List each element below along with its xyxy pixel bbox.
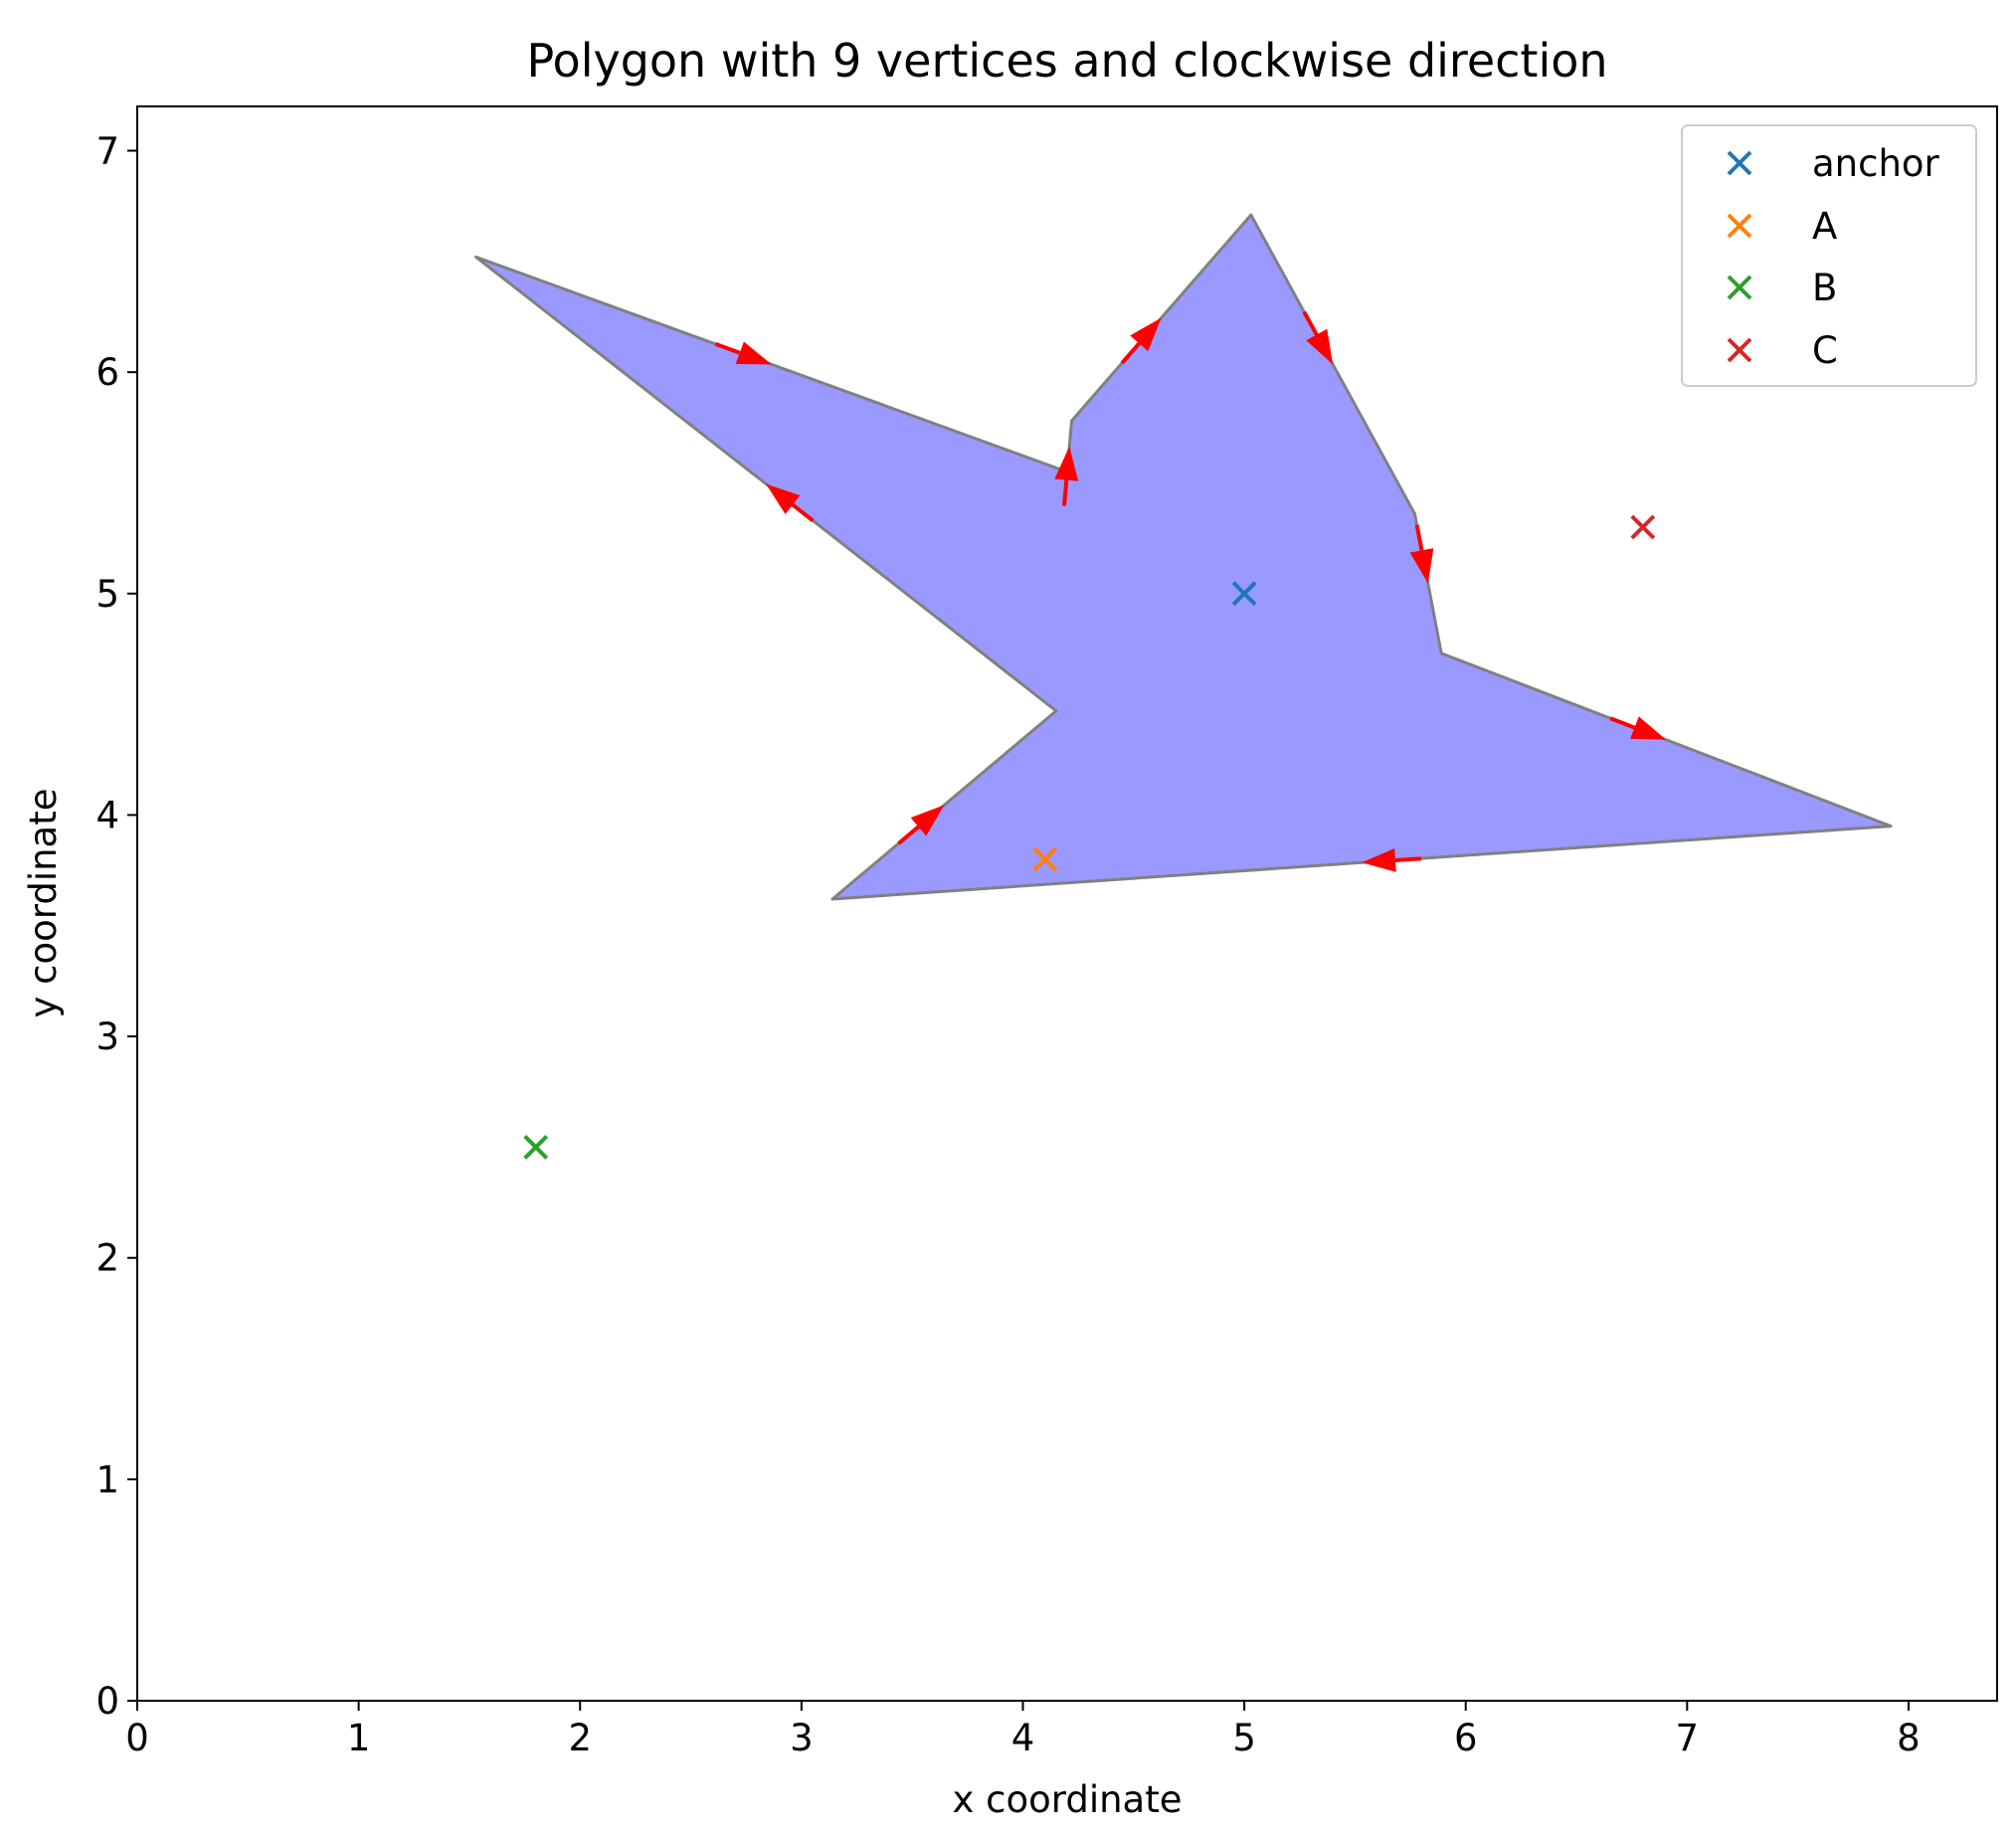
y-axis: 0 1 2 3 4 5 6 7 (95, 130, 137, 1723)
x-tick-label: 7 (1676, 1717, 1700, 1759)
legend-label-anchor: anchor (1812, 142, 1940, 185)
y-tick-label: 3 (95, 1015, 119, 1058)
x-tick-label: 0 (125, 1717, 149, 1759)
y-tick-label: 1 (95, 1458, 119, 1501)
legend: anchor A B C (1681, 124, 1977, 387)
point-anchor (1231, 581, 1257, 607)
plot-frame (136, 105, 1998, 1702)
legend-box (1681, 124, 1977, 387)
y-tick-label: 2 (95, 1237, 119, 1280)
x-axis-label: x coordinate (953, 1778, 1183, 1821)
x-tick-label: 2 (568, 1717, 592, 1759)
x-tick-label: 3 (790, 1717, 814, 1759)
x-axis: 0 1 2 3 4 5 6 7 8 (125, 1701, 1921, 1759)
legend-label-a: A (1812, 205, 1837, 248)
plot-area (474, 213, 1893, 1160)
legend-marker-anchor (1727, 150, 1752, 176)
legend-marker-a (1727, 213, 1752, 239)
point-c (1630, 514, 1656, 540)
polygon-shape (474, 213, 1893, 901)
x-tick-label: 1 (347, 1717, 371, 1759)
x-tick-label: 4 (1011, 1717, 1035, 1759)
direction-arrow (1609, 716, 1667, 740)
direction-arrow (1120, 317, 1162, 365)
point-a (1032, 846, 1058, 872)
y-axis-label: y coordinate (22, 789, 65, 1018)
y-tick-label: 7 (95, 130, 119, 173)
legend-marker-b (1727, 275, 1752, 300)
legend-marker-c (1727, 337, 1752, 363)
y-tick-label: 0 (95, 1680, 119, 1723)
legend-label-b: B (1812, 267, 1837, 309)
direction-arrow (1302, 310, 1334, 365)
y-tick-label: 5 (95, 573, 119, 616)
x-tick-label: 8 (1897, 1717, 1921, 1759)
x-tick-label: 5 (1232, 1717, 1256, 1759)
y-tick-label: 4 (95, 794, 119, 836)
direction-arrow (897, 805, 945, 845)
point-b (523, 1134, 549, 1160)
direction-arrow (1362, 848, 1422, 872)
direction-arrow (1409, 524, 1434, 584)
direction-arrow (1054, 446, 1079, 506)
y-tick-label: 6 (95, 351, 119, 394)
direction-arrow (766, 483, 815, 523)
direction-arrow (714, 341, 772, 365)
x-tick-label: 6 (1454, 1717, 1478, 1759)
chart-title: Polygon with 9 vertices and clockwise di… (526, 34, 1607, 88)
legend-label-c: C (1812, 329, 1838, 372)
